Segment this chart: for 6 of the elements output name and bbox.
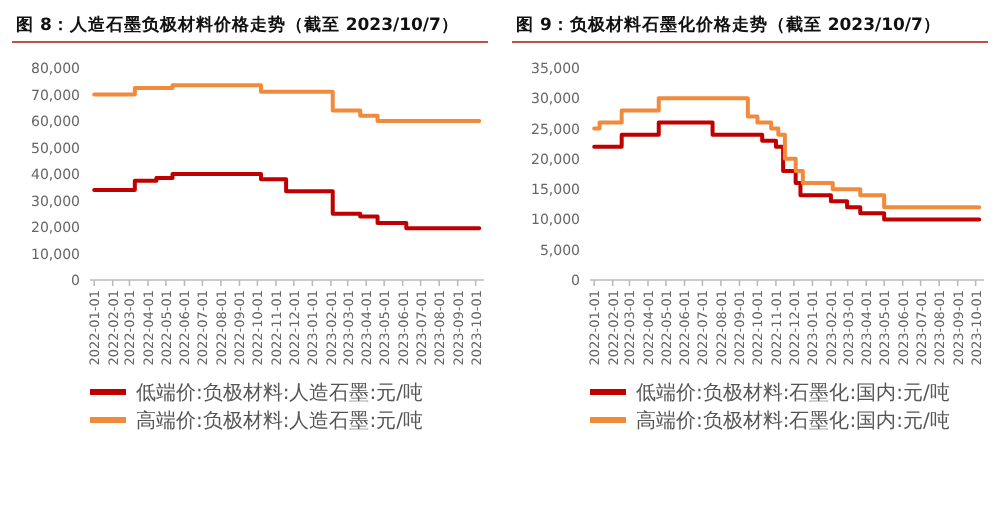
legend-label: 低端价:负极材料:石墨化:国内:元/吨: [636, 381, 950, 405]
legend-label: 高端价:负极材料:石墨化:国内:元/吨: [636, 409, 950, 433]
legend-label: 低端价:负极材料:人造石墨:元/吨: [136, 381, 423, 405]
chart-title: 图 8：人造石墨负极材料价格走势（截至 2023/10/7）: [16, 14, 459, 36]
chart-title: 图 9：负极材料石墨化价格走势（截至 2023/10/7）: [516, 14, 941, 36]
legend-label: 高端价:负极材料:人造石墨:元/吨: [136, 409, 423, 433]
